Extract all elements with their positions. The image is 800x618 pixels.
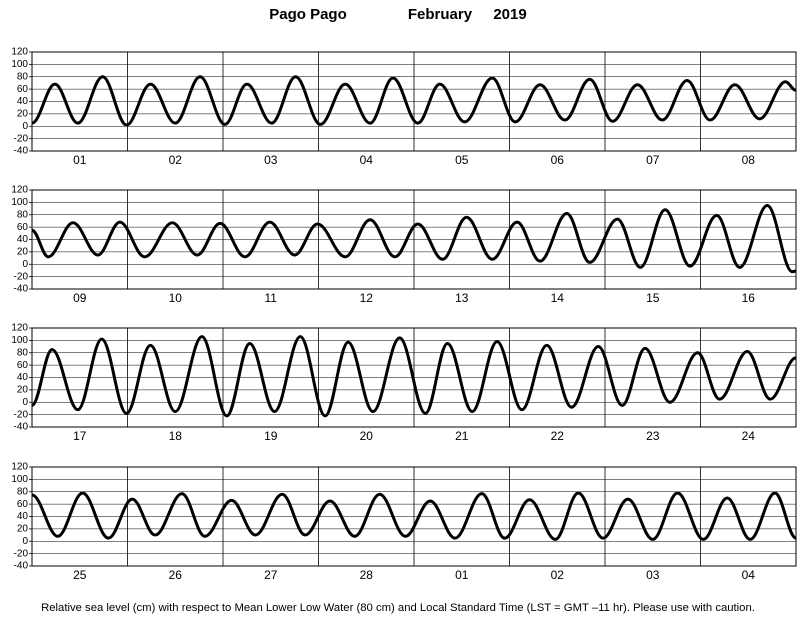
day-label: 01 (73, 153, 87, 167)
y-tick-label: 0 (22, 536, 28, 547)
y-tick-label: 120 (11, 323, 28, 334)
tide-curve (30, 335, 797, 418)
chart-title-month: February (408, 6, 473, 23)
day-label: 22 (551, 429, 565, 443)
y-tick-label: 120 (11, 185, 28, 196)
day-label: 14 (551, 291, 565, 305)
day-label: 03 (646, 568, 660, 582)
day-label: 04 (742, 568, 756, 582)
day-label: 20 (360, 429, 374, 443)
day-label: 13 (455, 291, 469, 305)
y-tick-label: 20 (17, 109, 29, 120)
y-tick-label: 100 (11, 335, 28, 346)
y-tick-label: -20 (14, 271, 29, 282)
day-label: 17 (73, 429, 87, 443)
y-tick-label: 120 (11, 47, 28, 58)
tide-curve (31, 203, 797, 274)
chart-title-year: 2019 (493, 6, 526, 23)
y-tick-label: -40 (14, 284, 29, 295)
day-label: 04 (360, 153, 374, 167)
plot-frame (31, 51, 797, 152)
day-label: 10 (169, 291, 183, 305)
plot-frame (31, 466, 797, 567)
day-label: 15 (646, 291, 660, 305)
day-label: 02 (551, 568, 565, 582)
day-label: 26 (169, 568, 183, 582)
y-tick-label: -20 (14, 133, 29, 144)
day-label: 11 (265, 291, 278, 305)
day-label: 19 (264, 429, 278, 443)
y-tick-label: -20 (14, 409, 29, 420)
y-tick-label: 80 (17, 347, 29, 358)
y-tick-label: 60 (17, 222, 29, 233)
y-tick-label: -40 (14, 422, 29, 433)
day-label: 01 (455, 568, 469, 582)
y-tick-label: 0 (22, 259, 28, 270)
y-tick-label: 20 (17, 247, 29, 258)
y-tick-label: 100 (11, 59, 28, 70)
day-label: 05 (455, 153, 469, 167)
y-tick-label: 40 (17, 372, 29, 383)
day-label: 24 (742, 429, 756, 443)
day-label: 21 (455, 429, 469, 443)
y-tick-label: 40 (17, 96, 29, 107)
day-label: 08 (742, 153, 756, 167)
day-label: 18 (169, 429, 183, 443)
y-tick-label: 60 (17, 84, 29, 95)
day-label: 16 (742, 291, 756, 305)
plot-frame (31, 327, 797, 428)
y-tick-label: 20 (17, 385, 29, 396)
y-tick-label: 60 (17, 360, 29, 371)
day-label: 12 (360, 291, 374, 305)
day-label: 23 (646, 429, 660, 443)
day-label: 06 (551, 153, 565, 167)
day-label: 28 (360, 568, 374, 582)
y-tick-label: 40 (17, 511, 29, 522)
day-label: 27 (264, 568, 278, 582)
y-tick-label: 100 (11, 474, 28, 485)
y-tick-label: -40 (14, 561, 29, 572)
y-tick-label: -40 (14, 146, 29, 157)
day-label: 02 (169, 153, 183, 167)
day-label: 07 (646, 153, 660, 167)
y-tick-label: 40 (17, 234, 29, 245)
day-label: 03 (264, 153, 278, 167)
chart-title-location: Pago Pago (269, 6, 347, 23)
y-tick-label: 60 (17, 499, 29, 510)
day-label: 25 (73, 568, 87, 582)
y-tick-label: 0 (22, 121, 28, 132)
footer-note: Relative sea level (cm) with respect to … (41, 602, 755, 614)
y-tick-label: 120 (11, 462, 28, 473)
y-tick-label: 80 (17, 486, 29, 497)
y-tick-label: -20 (14, 548, 29, 559)
day-label: 09 (73, 291, 87, 305)
tide-curve (31, 75, 797, 127)
y-tick-label: 80 (17, 209, 29, 220)
y-tick-label: 80 (17, 71, 29, 82)
y-tick-label: 0 (22, 397, 28, 408)
tide-curve (31, 491, 797, 541)
plot-frame (31, 189, 797, 290)
y-tick-label: 20 (17, 524, 29, 535)
y-tick-label: 100 (11, 197, 28, 208)
